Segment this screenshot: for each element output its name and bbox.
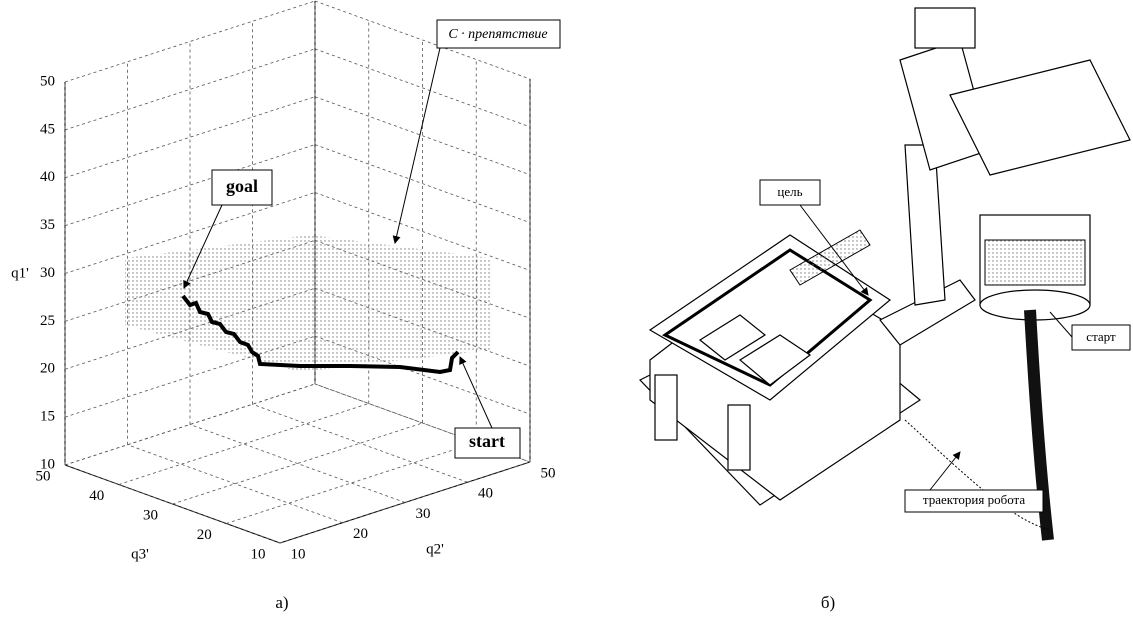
panel-label: б)	[821, 593, 835, 612]
grid-line	[119, 404, 369, 485]
z-tick-label: 50	[40, 73, 55, 89]
trajectory	[905, 420, 1050, 530]
pedestal-ribs	[985, 240, 1085, 285]
support-2	[728, 405, 750, 470]
grid-line	[190, 425, 405, 503]
figure: 50403020105040302010504540353025201510 g…	[0, 0, 1133, 625]
z-tick-label: 20	[40, 361, 55, 377]
goal-label: цель	[777, 184, 802, 199]
wrist	[915, 8, 975, 48]
x-tick-label: 30	[416, 506, 431, 522]
trajectory-arrow	[930, 452, 960, 490]
shoulder	[950, 60, 1130, 175]
arm-lower	[905, 145, 945, 305]
y-tick-label: 20	[197, 527, 212, 543]
x-axis-label: q2'	[426, 541, 444, 557]
z-tick-label: 15	[40, 409, 55, 425]
x-tick-label: 50	[541, 465, 556, 481]
robot-illustration: цель старт траектория робота б)	[640, 8, 1130, 612]
y-tick-label: 10	[251, 546, 266, 562]
obstacle-cloud	[125, 235, 490, 372]
y-axis-label: q3'	[131, 546, 149, 562]
goal-label: goal	[226, 176, 258, 196]
trajectory-label: траектория робота	[923, 492, 1026, 507]
z-tick-label: 25	[40, 313, 55, 329]
z-tick-label: 45	[40, 121, 55, 137]
panel-label: а)	[275, 593, 288, 612]
start-label: start	[469, 431, 505, 451]
y-tick-label: 40	[89, 488, 104, 504]
x-tick-label: 40	[478, 486, 493, 502]
obstacle-arrow	[395, 48, 440, 243]
z-axis-label: q1'	[11, 265, 29, 281]
grid-line	[253, 404, 468, 482]
z-tick-label: 10	[40, 456, 55, 472]
obstacle-label: C · препятствие	[448, 27, 547, 42]
start-label: старт	[1086, 329, 1116, 344]
z-tick-label: 40	[40, 169, 55, 185]
x-tick-label: 20	[353, 526, 368, 542]
z-tick-label: 35	[40, 217, 55, 233]
y-tick-label: 30	[143, 507, 158, 523]
grid-line	[226, 443, 476, 524]
z-tick-label: 30	[40, 265, 55, 281]
grid-line	[128, 445, 343, 523]
x-tick-label: 10	[291, 546, 306, 562]
support-1	[655, 375, 677, 440]
